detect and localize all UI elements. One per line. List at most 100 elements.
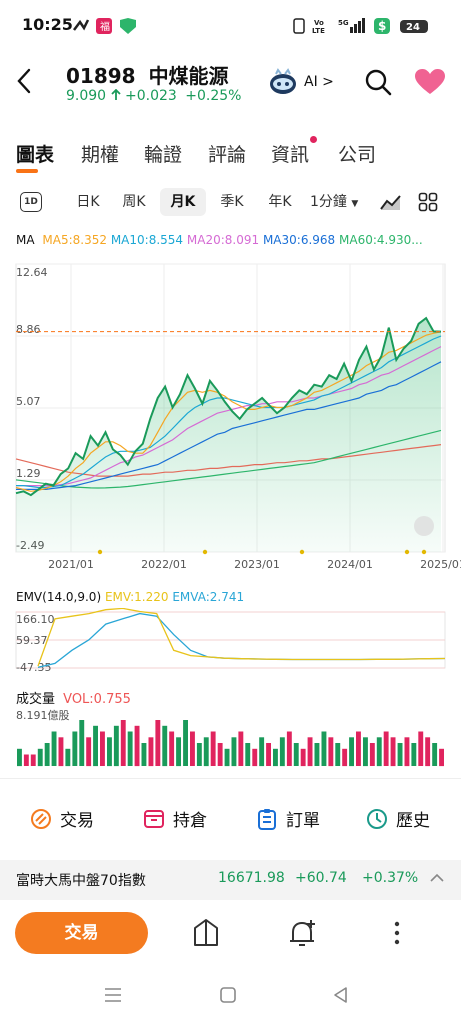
tab-news[interactable]: 資訊 [271, 136, 318, 167]
volume-legend: 成交量 VOL:0.755 [16, 688, 131, 707]
volume-bar [210, 731, 216, 766]
volume-bar [93, 725, 98, 767]
volume-bar [30, 754, 36, 766]
history-icon [367, 808, 387, 829]
content-tabs: 圖表 期權 輪證 評論 資訊 公司 [0, 136, 461, 173]
period-minute-dropdown[interactable]: 1分鐘 ▼ [310, 194, 359, 210]
volume-bar [279, 737, 285, 767]
index-ticker[interactable]: 富時大馬中盤70指數 16671.98 +60.74 +0.37% [0, 860, 461, 900]
news-unread-dot [310, 136, 318, 143]
volume-bar [203, 737, 209, 767]
svg-text:LTE: LTE [312, 27, 325, 35]
tab-warrants[interactable]: 輪證 [144, 144, 183, 166]
system-status-icons: Vo LTE 5G $ 24 [293, 18, 428, 35]
volume-bar [342, 748, 348, 767]
volume-bar [107, 737, 112, 767]
period-quarter-k[interactable]: 季K [220, 194, 244, 210]
volume-bar [356, 731, 361, 766]
volume-bar [418, 731, 424, 766]
ma20-line [16, 346, 442, 487]
x-tick-label: 2024/01 [327, 558, 373, 571]
volume-bar [190, 731, 195, 766]
grid-settings-icon[interactable] [418, 192, 438, 212]
chevron-up-icon[interactable] [430, 873, 444, 883]
ai-assistant-button[interactable]: AI > [268, 68, 338, 96]
history-action[interactable]: 歷史 [366, 806, 430, 831]
stock-change: +0.023 [125, 88, 177, 104]
status-bar: 10:25 福 Vo LTE 5G $ 24 [0, 0, 461, 52]
volume-bar [51, 731, 57, 766]
y-tick-label: 5.07 [16, 395, 41, 408]
tab-company[interactable]: 公司 [338, 144, 377, 166]
volume-bar [162, 725, 168, 767]
x-tick-label: 2021/01 [48, 558, 94, 571]
svg-text:$: $ [378, 19, 386, 33]
volume-bar [397, 743, 403, 766]
emv-value: EMV:1.220 [104, 590, 169, 604]
emv-chart[interactable]: 166.10 59.37 -47.35 [0, 608, 461, 673]
volume-bar [259, 737, 265, 767]
chart-type-icon[interactable] [380, 193, 402, 211]
period-week-k[interactable]: 周K [122, 194, 146, 210]
y-tick-label: 8.86 [16, 323, 41, 336]
orders-action[interactable]: 訂單 [256, 806, 320, 831]
emv-tick-label: 59.37 [16, 634, 48, 647]
volume-bar [245, 743, 251, 766]
period-year-k[interactable]: 年K [268, 194, 292, 210]
volume-bar [383, 731, 389, 766]
search-icon[interactable] [364, 68, 392, 96]
holdings-action[interactable]: 持倉 [143, 806, 207, 831]
emv-legend: EMV(14.0,9.0) EMV:1.220 EMVA:2.741 [16, 590, 244, 604]
stock-quote: 9.090 +0.023 +0.25% [66, 88, 241, 104]
volume-bar [155, 720, 161, 766]
system-nav-bar [0, 970, 461, 1024]
tab-chart[interactable]: 圖表 [16, 140, 54, 173]
period-day-k[interactable]: 日K [76, 194, 100, 210]
volume-bar [231, 737, 237, 767]
back-nav-icon[interactable] [332, 986, 348, 1004]
volume-bar [307, 737, 313, 767]
volume-bar [314, 743, 320, 766]
divider [0, 778, 461, 779]
emv-tick-label: 166.10 [16, 613, 55, 626]
volume-chart[interactable]: 8.191億股 [0, 706, 461, 768]
long-ma-line [15, 444, 442, 477]
volume-max-label: 8.191億股 [16, 709, 70, 722]
trade-action[interactable]: 交易 [30, 806, 94, 831]
volume-bar [238, 731, 244, 766]
ma-label: MA [16, 233, 35, 247]
volume-bar [183, 720, 188, 766]
back-icon[interactable] [14, 67, 36, 95]
stock-title: 01898 中煤能源 [66, 60, 229, 89]
stock-name: 中煤能源 [148, 64, 229, 88]
volume-bar [300, 748, 306, 767]
volume-bar [390, 737, 396, 767]
favorite-heart-icon[interactable] [414, 68, 446, 96]
volume-bar [58, 737, 64, 767]
emv-line [37, 608, 446, 667]
svg-text:Vo: Vo [314, 19, 324, 27]
volume-bar [79, 720, 85, 766]
volume-bar [113, 725, 119, 767]
period-month-k[interactable]: 月K [160, 188, 206, 216]
period-1d-button[interactable]: 1D [20, 192, 42, 212]
recent-apps-icon[interactable] [104, 987, 122, 1003]
home-building-icon[interactable] [192, 918, 220, 948]
emva-value: EMVA:2.741 [172, 590, 245, 604]
volume-value: VOL:0.755 [63, 692, 131, 707]
price-chart[interactable]: 12.648.865.071.29-2.492021/012022/012023… [0, 248, 461, 583]
tab-comments[interactable]: 評論 [208, 144, 247, 166]
price-alert-bell-icon[interactable] [288, 918, 318, 948]
home-nav-icon[interactable] [219, 986, 237, 1004]
volume-bar [286, 731, 292, 766]
robot-icon [270, 68, 296, 94]
trade-button[interactable]: 交易 [15, 912, 148, 954]
volume-bar [169, 731, 175, 766]
volume-bar [335, 743, 341, 766]
volume-bar [72, 731, 78, 766]
volume-bar [141, 743, 147, 766]
svg-text:5G: 5G [338, 19, 349, 27]
more-options-icon[interactable] [392, 920, 402, 946]
tab-options[interactable]: 期權 [81, 144, 120, 166]
volume-label: 成交量 [16, 692, 56, 707]
